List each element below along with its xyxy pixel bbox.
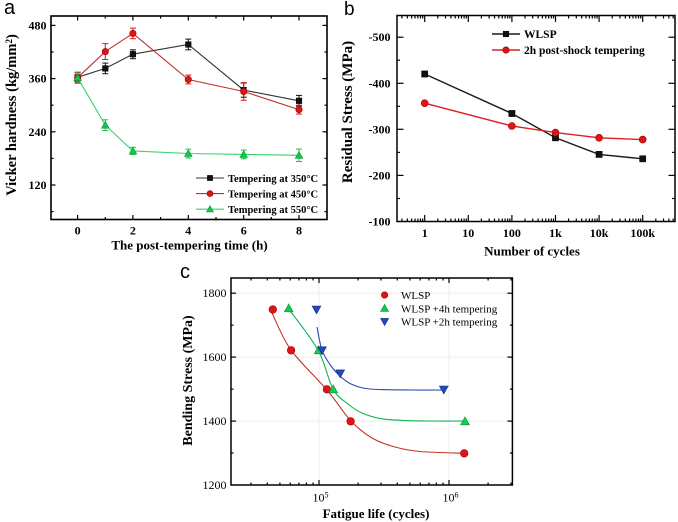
svg-text:240: 240 bbox=[29, 125, 47, 139]
svg-text:c: c bbox=[180, 261, 190, 283]
svg-text:6: 6 bbox=[241, 224, 247, 238]
svg-text:Fatigue life (cycles): Fatigue life (cycles) bbox=[323, 506, 430, 521]
svg-text:1800: 1800 bbox=[203, 286, 227, 300]
svg-text:Residual Stress (MPa): Residual Stress (MPa) bbox=[340, 41, 356, 183]
svg-text:-100: -100 bbox=[369, 215, 391, 229]
svg-text:8: 8 bbox=[296, 224, 302, 238]
svg-text:1200: 1200 bbox=[203, 478, 227, 492]
svg-text:WLSP +2h tempering: WLSP +2h tempering bbox=[401, 317, 498, 329]
svg-text:2h post-shock tempering: 2h post-shock tempering bbox=[524, 45, 645, 57]
svg-text:1400: 1400 bbox=[203, 414, 227, 428]
svg-text:Tempering at 450°C: Tempering at 450°C bbox=[228, 189, 318, 200]
svg-text:a: a bbox=[4, 0, 16, 19]
svg-text:1600: 1600 bbox=[203, 350, 227, 364]
svg-text:-500: -500 bbox=[369, 30, 391, 44]
svg-text:4: 4 bbox=[185, 224, 191, 238]
svg-text:10k: 10k bbox=[590, 226, 609, 240]
svg-text:WLSP: WLSP bbox=[524, 29, 557, 41]
svg-text:Vicker hardness (kg/mm2): Vicker hardness (kg/mm2) bbox=[4, 34, 20, 196]
svg-text:-300: -300 bbox=[369, 122, 391, 136]
svg-text:100: 100 bbox=[503, 226, 521, 240]
svg-text:0: 0 bbox=[75, 224, 81, 238]
svg-text:120: 120 bbox=[29, 178, 47, 192]
svg-text:480: 480 bbox=[29, 18, 47, 32]
svg-text:WLSP: WLSP bbox=[401, 290, 430, 302]
svg-text:-400: -400 bbox=[369, 76, 391, 90]
svg-text:The post-tempering time (h): The post-tempering time (h) bbox=[111, 238, 267, 253]
svg-text:360: 360 bbox=[29, 72, 47, 86]
svg-text:Tempering at 550°C: Tempering at 550°C bbox=[228, 205, 318, 216]
svg-text:b: b bbox=[344, 0, 355, 20]
svg-text:Bending Stress (MPa): Bending Stress (MPa) bbox=[181, 315, 196, 446]
svg-text:-200: -200 bbox=[369, 168, 391, 182]
svg-text:WLSP +4h tempering: WLSP +4h tempering bbox=[401, 303, 498, 315]
svg-text:1: 1 bbox=[422, 226, 428, 240]
svg-text:Number of cycles: Number of cycles bbox=[484, 243, 580, 258]
svg-text:100k: 100k bbox=[630, 226, 655, 240]
svg-text:Tempering at 350°C: Tempering at 350°C bbox=[228, 174, 318, 185]
svg-text:10: 10 bbox=[462, 226, 474, 240]
svg-text:2: 2 bbox=[130, 224, 136, 238]
svg-text:1k: 1k bbox=[549, 226, 562, 240]
